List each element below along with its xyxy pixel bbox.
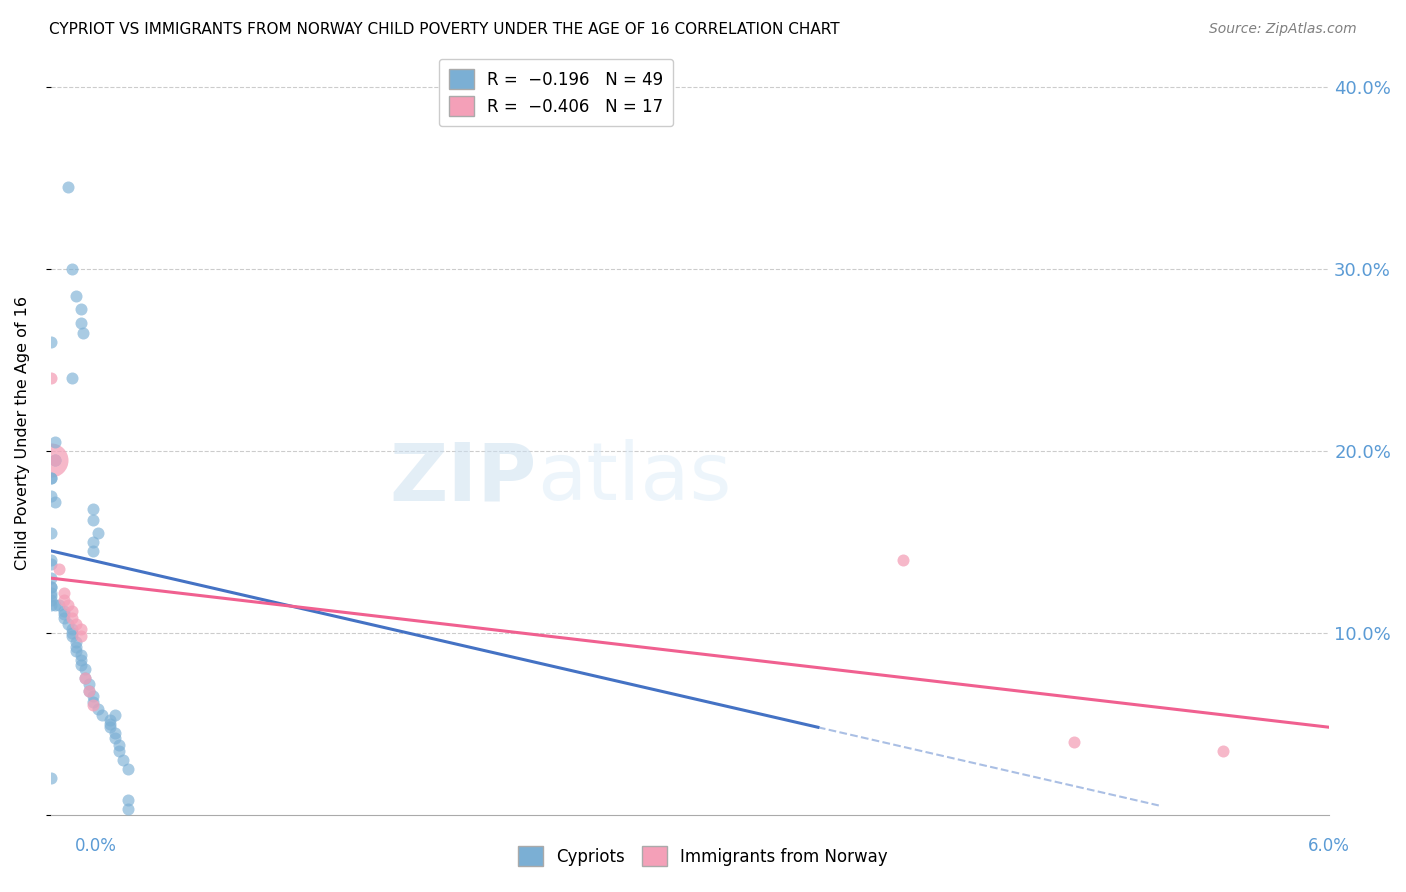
Point: [100, 720, 122, 734]
Point: [65, 640, 87, 655]
Point: [82, 698, 104, 713]
Point: [69, 622, 91, 636]
Point: [77, 676, 100, 690]
Point: [69, 317, 91, 331]
Point: [60, 625, 83, 640]
Point: [77, 684, 100, 698]
Point: [65, 289, 87, 303]
Point: [39, 557, 62, 571]
Point: [44, 453, 66, 467]
Point: [69, 648, 91, 662]
Point: [39, 471, 62, 485]
Point: [39, 571, 62, 585]
Point: [44, 494, 66, 508]
Point: [1212, 744, 1234, 758]
Point: [91, 707, 114, 722]
Point: [112, 753, 135, 767]
Point: [72, 326, 94, 340]
Point: [104, 725, 127, 739]
Point: [39, 585, 62, 599]
Point: [52, 593, 75, 607]
Point: [73, 671, 96, 685]
Point: [39, 599, 62, 613]
Point: [82, 690, 104, 704]
Point: [104, 731, 127, 746]
Point: [65, 616, 87, 631]
Point: [104, 707, 127, 722]
Point: [60, 371, 83, 385]
Text: 0.0%: 0.0%: [75, 837, 117, 855]
Legend: R =  −0.196   N = 49, R =  −0.406   N = 17: R = −0.196 N = 49, R = −0.406 N = 17: [439, 59, 673, 127]
Point: [44, 599, 66, 613]
Point: [39, 471, 62, 485]
Point: [39, 580, 62, 594]
Point: [39, 371, 62, 385]
Point: [39, 334, 62, 349]
Point: [60, 604, 83, 618]
Point: [73, 671, 96, 685]
Point: [69, 629, 91, 643]
Point: [69, 653, 91, 667]
Point: [65, 634, 87, 648]
Point: [56, 599, 79, 613]
Point: [82, 513, 104, 527]
Point: [100, 716, 122, 731]
Point: [60, 261, 83, 276]
Point: [39, 525, 62, 540]
Point: [60, 622, 83, 636]
Point: [52, 585, 75, 599]
Point: [100, 713, 122, 727]
Point: [39, 489, 62, 503]
Point: [117, 802, 139, 816]
Point: [60, 611, 83, 625]
Point: [77, 684, 100, 698]
Point: [108, 739, 131, 753]
Text: Source: ZipAtlas.com: Source: ZipAtlas.com: [1209, 22, 1357, 37]
Text: 6.0%: 6.0%: [1308, 837, 1350, 855]
Point: [82, 534, 104, 549]
Point: [108, 744, 131, 758]
Point: [73, 662, 96, 676]
Point: [891, 553, 914, 567]
Point: [117, 793, 139, 807]
Point: [1063, 735, 1085, 749]
Point: [82, 695, 104, 709]
Point: [86, 525, 108, 540]
Point: [56, 616, 79, 631]
Point: [82, 502, 104, 516]
Point: [52, 611, 75, 625]
Point: [44, 434, 66, 449]
Point: [60, 629, 83, 643]
Point: [52, 604, 75, 618]
Point: [39, 553, 62, 567]
Point: [39, 580, 62, 594]
Point: [65, 644, 87, 658]
Text: atlas: atlas: [537, 440, 731, 517]
Point: [39, 593, 62, 607]
Point: [52, 607, 75, 622]
Point: [44, 453, 66, 467]
Point: [82, 544, 104, 558]
Point: [117, 762, 139, 776]
Point: [86, 702, 108, 716]
Point: [56, 180, 79, 194]
Point: [39, 453, 62, 467]
Point: [39, 590, 62, 604]
Y-axis label: Child Poverty Under the Age of 16: Child Poverty Under the Age of 16: [15, 295, 30, 570]
Point: [48, 599, 70, 613]
Point: [69, 658, 91, 673]
Point: [69, 301, 91, 316]
Text: ZIP: ZIP: [389, 440, 537, 517]
Point: [48, 562, 70, 576]
Legend: Cypriots, Immigrants from Norway: Cypriots, Immigrants from Norway: [512, 839, 894, 873]
Text: CYPRIOT VS IMMIGRANTS FROM NORWAY CHILD POVERTY UNDER THE AGE OF 16 CORRELATION : CYPRIOT VS IMMIGRANTS FROM NORWAY CHILD …: [49, 22, 839, 37]
Point: [39, 771, 62, 785]
